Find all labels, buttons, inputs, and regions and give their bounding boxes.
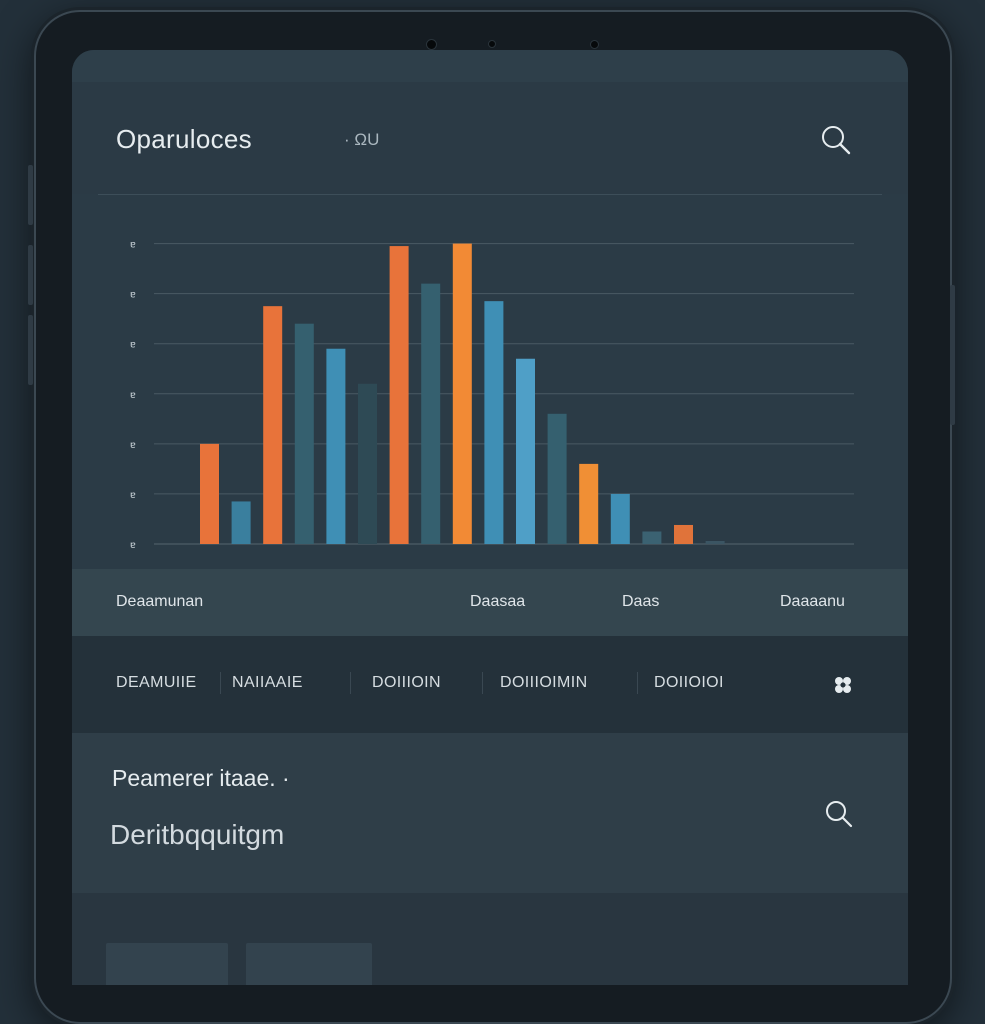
detail-value: Deritbqquitgm — [110, 819, 285, 850]
cell-divider — [637, 672, 638, 694]
volume-button — [28, 165, 33, 225]
table-cell: NAIIAAIE — [232, 674, 303, 691]
table-header: Deaamunan Daasaa Daas Daaaanu — [72, 569, 908, 636]
camera-dot — [426, 39, 437, 50]
cell-divider — [482, 672, 483, 694]
chart-bar[interactable] — [358, 383, 377, 544]
chart-canvas: ɐɐɐɐɐɐɐɐɐɐɐɐɐɐɐɐɐɐɐɐɐɐɐɐɐɐɐɐɐɐɐɐɐɐɐɐɐɐɐɐ… — [130, 240, 854, 551]
detail-label: Peamerer itaae. · — [112, 765, 290, 791]
side-button — [28, 315, 33, 385]
chart-bar[interactable] — [200, 443, 219, 544]
chart-bar[interactable] — [705, 540, 725, 544]
y-tick-label: ɐ — [130, 390, 136, 401]
sensor-dot — [590, 40, 599, 49]
app-subtitle: · ΩU — [344, 130, 380, 149]
chart-bar[interactable] — [642, 531, 662, 544]
y-tick-label: ɐ — [130, 290, 136, 301]
y-tick-label: ɐ — [130, 340, 136, 351]
flower-icon[interactable] — [832, 674, 854, 696]
table-row[interactable]: DEAMUIIE NAIIAAIE DOIIIOIN DOIIIOIMIN DO… — [72, 636, 908, 733]
chart-bar[interactable] — [389, 246, 409, 544]
y-tick-label: ɐ — [130, 540, 136, 551]
content-card[interactable] — [106, 943, 228, 985]
chart-bar[interactable] — [547, 413, 567, 544]
bar-chart: ɐɐɐɐɐɐɐɐɐɐɐɐɐɐɐɐɐɐɐɐɐɐɐɐɐɐɐɐɐɐɐɐɐɐɐɐɐɐɐɐ… — [98, 195, 882, 570]
column-header[interactable]: Daasaa — [470, 593, 526, 610]
table-cell: DOIIIOIN — [372, 674, 441, 691]
cell-divider — [350, 672, 351, 694]
app-header — [72, 82, 908, 194]
y-tick-label: ɐ — [130, 440, 136, 451]
chart-bar[interactable] — [579, 463, 599, 544]
header-divider — [98, 194, 882, 195]
app-screen: Oparuloces · ΩU ɐɐɐɐɐɐɐɐɐɐɐɐɐɐɐɐɐɐɐɐɐɐɐɐ… — [72, 50, 908, 985]
table-cell: DEAMUIIE — [116, 674, 197, 691]
chart-bar[interactable] — [326, 348, 346, 544]
column-header[interactable]: Daas — [622, 593, 660, 610]
chart-bar[interactable] — [516, 358, 535, 544]
chart-bar[interactable] — [421, 283, 441, 544]
table-cell: DOIIOIOI — [654, 674, 724, 691]
chart-bar[interactable] — [231, 501, 251, 544]
sensor-dot — [488, 40, 496, 48]
chart-bar[interactable] — [610, 493, 630, 544]
y-tick-label: ɐ — [130, 240, 136, 251]
search-icon[interactable] — [818, 122, 854, 158]
chart-bar[interactable] — [674, 524, 693, 544]
detail-panel: Peamerer itaae. · Deritbqquitgm — [72, 733, 908, 893]
content-area — [72, 893, 908, 985]
table-cell: DOIIIOIMIN — [500, 674, 588, 691]
app-title: Oparuloces — [116, 124, 252, 154]
chart-bar[interactable] — [263, 306, 283, 544]
search-icon[interactable] — [822, 797, 856, 831]
volume-button — [28, 245, 33, 305]
y-tick-label: ɐ — [130, 490, 136, 501]
content-card[interactable] — [246, 943, 372, 985]
chart-bar[interactable] — [452, 243, 472, 544]
column-header[interactable]: Deaamunan — [116, 593, 204, 610]
status-bar — [72, 50, 908, 82]
column-header[interactable]: Daaaanu — [780, 593, 845, 610]
chart-bar[interactable] — [484, 301, 504, 544]
chart-bar[interactable] — [294, 323, 314, 544]
cell-divider — [220, 672, 221, 694]
power-button — [950, 285, 955, 425]
